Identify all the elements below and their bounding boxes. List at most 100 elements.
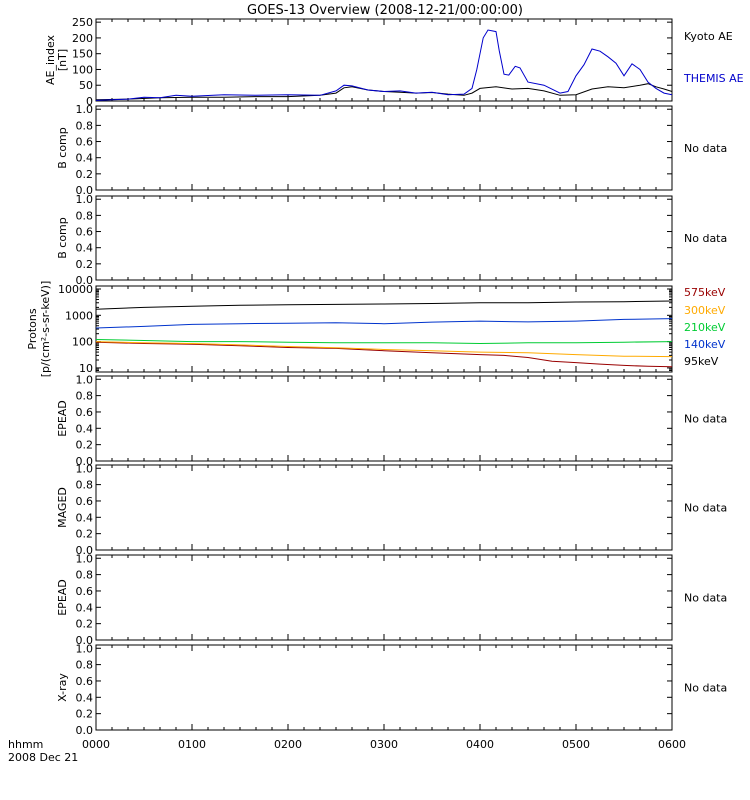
legend-entry: 210keV bbox=[684, 321, 726, 334]
y-tick-label: 1.0 bbox=[76, 373, 94, 386]
y-axis-label: EPEAD bbox=[56, 400, 69, 437]
y-tick-label: 0.2 bbox=[76, 618, 94, 631]
y-axis-label: [nT] bbox=[56, 49, 69, 71]
y-tick-label: 0.0 bbox=[76, 544, 94, 557]
series-line-300kev bbox=[95, 341, 673, 358]
series-line-95kev bbox=[95, 300, 673, 310]
y-tick-label: 0.4 bbox=[76, 242, 94, 255]
y-tick-label: 0.0 bbox=[76, 274, 94, 287]
panel-frame bbox=[95, 105, 673, 191]
no-data-label: No data bbox=[684, 232, 727, 245]
legend-entry: 575keV bbox=[684, 286, 726, 299]
y-tick-label: 0.4 bbox=[76, 601, 94, 614]
y-tick-label: 0.8 bbox=[76, 479, 94, 492]
y-tick-label: 1.0 bbox=[76, 552, 94, 565]
y-axis-label: EPEAD bbox=[56, 579, 69, 616]
x-tick-label: 0600 bbox=[658, 738, 686, 751]
y-tick-label: 1.0 bbox=[76, 462, 94, 475]
y-tick-label: 150 bbox=[72, 48, 93, 61]
no-data-label: No data bbox=[684, 142, 727, 155]
x-tick-label: 0200 bbox=[274, 738, 302, 751]
y-axis-label: B comp bbox=[56, 217, 69, 259]
legend-entry: THEMIS AE bbox=[683, 72, 744, 85]
x-tick-label: 0100 bbox=[178, 738, 206, 751]
y-tick-label: 0.0 bbox=[76, 455, 94, 468]
y-tick-label: 0.6 bbox=[76, 136, 94, 149]
y-tick-label: 0.0 bbox=[76, 184, 94, 197]
panel-frame bbox=[95, 464, 673, 551]
date-label: 2008 Dec 21 bbox=[8, 751, 78, 764]
panels-group: 0 50 100 150 200 250 AE_index [nT] Kyoto AE THEMI… bbox=[26, 16, 744, 751]
y-tick-label: 0.6 bbox=[76, 226, 94, 239]
x-tick-label: 0400 bbox=[466, 738, 494, 751]
series-line-210kev bbox=[95, 339, 673, 345]
y-tick-label: 0.8 bbox=[76, 209, 94, 222]
y-tick-label: 0.0 bbox=[76, 634, 94, 647]
y-tick-label: 0.0 bbox=[76, 724, 94, 737]
y-tick-label: 0.4 bbox=[76, 691, 94, 704]
y-tick-label: 10000 bbox=[58, 283, 93, 296]
y-tick-label: 0.8 bbox=[76, 659, 94, 672]
series-line-140kev bbox=[95, 318, 673, 329]
panel-bcomp1: 0.0 0.2 0.4 0.6 0.8 1.0 B comp No data bbox=[56, 103, 727, 197]
y-tick-label: 0.2 bbox=[76, 708, 94, 721]
series-line-575kev bbox=[95, 341, 673, 368]
legend-entry: 95keV bbox=[684, 355, 719, 368]
y-tick-label: 0.6 bbox=[76, 495, 94, 508]
figure-title: GOES-13 Overview (2008-12-21/00:00:00) bbox=[247, 3, 523, 18]
no-data-label: No data bbox=[684, 413, 727, 426]
x-tick-label: 0300 bbox=[370, 738, 398, 751]
y-tick-label: 0.4 bbox=[76, 152, 94, 165]
y-tick-label: 0.8 bbox=[76, 390, 94, 403]
panel-maged: 0.0 0.2 0.4 0.6 0.8 1.0 MAGED No data bbox=[56, 462, 727, 557]
y-tick-label: 0.2 bbox=[76, 168, 94, 181]
y-tick-label: 0.4 bbox=[76, 511, 94, 524]
y-tick-label: 100 bbox=[72, 336, 93, 349]
y-axis-label: X-ray bbox=[56, 673, 69, 702]
y-axis-label: B comp bbox=[56, 127, 69, 169]
y-tick-label: 0.2 bbox=[76, 528, 94, 541]
no-data-label: No data bbox=[684, 502, 727, 515]
panel-frame bbox=[95, 195, 673, 281]
y-tick-label: 1.0 bbox=[76, 193, 94, 206]
y-tick-label: 0.6 bbox=[76, 406, 94, 419]
panel-frame bbox=[95, 644, 673, 731]
y-tick-label: 0 bbox=[86, 95, 93, 108]
panel-frame bbox=[95, 285, 673, 373]
y-axis-label: MAGED bbox=[56, 487, 69, 528]
y-tick-label: 0.6 bbox=[76, 585, 94, 598]
panel-epead2: 0.0 0.2 0.4 0.6 0.8 1.0 EPEAD No data bbox=[56, 552, 727, 647]
panel-frame bbox=[95, 554, 673, 641]
x-tick-label: 0500 bbox=[562, 738, 590, 751]
y-tick-label: 0.4 bbox=[76, 422, 94, 435]
y-tick-label: 250 bbox=[72, 16, 93, 29]
no-data-label: No data bbox=[684, 592, 727, 605]
y-tick-label: 0.2 bbox=[76, 439, 94, 452]
y-tick-label: 0.8 bbox=[76, 569, 94, 582]
panel-frame bbox=[95, 375, 673, 462]
panel-frame bbox=[95, 18, 673, 102]
y-tick-label: 1.0 bbox=[76, 103, 94, 116]
legend-entry: Kyoto AE bbox=[684, 30, 733, 43]
y-tick-label: 0.8 bbox=[76, 119, 94, 132]
panel-ae: 0 50 100 150 200 250 AE_index [nT] Kyoto AE THEMI… bbox=[44, 16, 744, 108]
series-line-themis-ae bbox=[95, 29, 673, 101]
panel-xray: 0.0 0.2 0.4 0.6 0.8 1.0 X-ray No data bbox=[56, 642, 727, 737]
y-axis-label: [p/(cm²-s-sr-keV)] bbox=[39, 281, 52, 378]
legend-entry: 300keV bbox=[684, 304, 726, 317]
y-tick-label: 0.6 bbox=[76, 675, 94, 688]
y-tick-label: 1000 bbox=[65, 309, 93, 322]
time-format-label: hhmm bbox=[8, 738, 43, 751]
panel-bcomp2: 0.0 0.2 0.4 0.6 0.8 1.0 B comp No data bbox=[56, 193, 727, 287]
y-axis-label: AE_index bbox=[44, 34, 57, 85]
legend-entry: 140keV bbox=[684, 338, 726, 351]
no-data-label: No data bbox=[684, 682, 727, 695]
panel-epead1: 0.0 0.2 0.4 0.6 0.8 1.0 EPEAD No data bbox=[56, 373, 727, 468]
y-tick-label: 1.0 bbox=[76, 642, 94, 655]
y-axis-label: Protons bbox=[26, 308, 39, 349]
panel-protons: 10 100 1000 10000 Protons [p/(cm²-s-sr-keV)] 5… bbox=[26, 281, 726, 378]
y-tick-label: 0.2 bbox=[76, 258, 94, 271]
y-tick-label: 200 bbox=[72, 32, 93, 45]
x-tick-label: 0000 bbox=[82, 738, 110, 751]
